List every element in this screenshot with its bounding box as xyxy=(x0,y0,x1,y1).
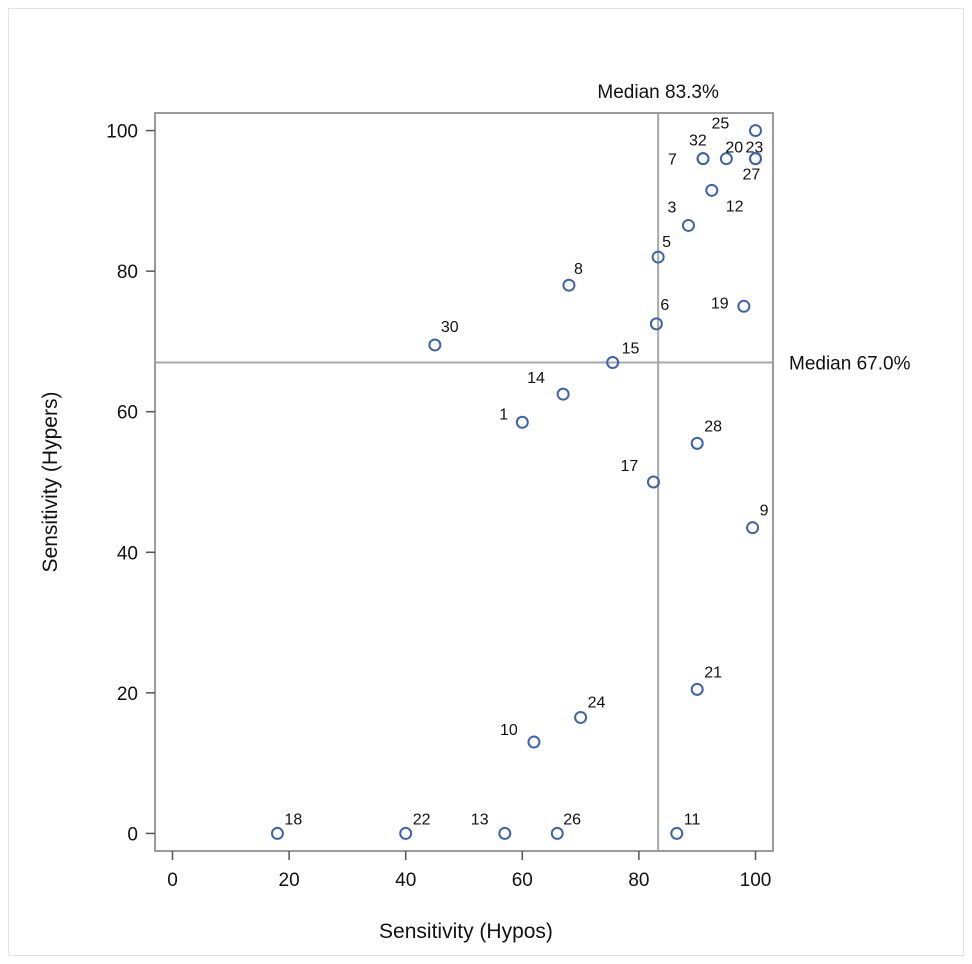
point-label-25: 25 xyxy=(712,116,730,133)
point-label-13: 13 xyxy=(471,811,489,828)
data-point-5 xyxy=(651,250,665,264)
point-label-7: 7 xyxy=(668,152,677,169)
data-point-8 xyxy=(562,278,576,292)
data-point-19 xyxy=(737,299,751,313)
data-point-1 xyxy=(515,415,529,429)
point-label-8: 8 xyxy=(574,261,583,278)
point-label-32: 32 xyxy=(689,133,707,150)
data-point-28 xyxy=(690,436,704,450)
y-median-label: Median 67.0% xyxy=(789,354,911,375)
point-label-6: 6 xyxy=(660,297,669,314)
data-point-6 xyxy=(649,317,663,331)
data-point-26 xyxy=(550,826,564,840)
data-point-18 xyxy=(270,826,284,840)
data-point-15 xyxy=(606,356,620,370)
data-point-13 xyxy=(498,826,512,840)
point-label-14: 14 xyxy=(527,370,545,387)
x-tick-label-2: 40 xyxy=(395,870,416,891)
y-tick-label-0: 0 xyxy=(127,824,138,845)
point-label-3: 3 xyxy=(667,199,676,216)
y-tick-label-3: 60 xyxy=(117,403,138,424)
point-label-28: 28 xyxy=(704,418,722,435)
data-point-9 xyxy=(746,521,760,535)
data-points xyxy=(270,124,763,840)
data-point-25 xyxy=(749,124,763,138)
point-label-1: 1 xyxy=(499,406,508,423)
y-axis-label: Sensitivity (Hypers) xyxy=(39,392,62,573)
y-tick-label-5: 100 xyxy=(106,122,138,143)
data-point-27 xyxy=(749,152,763,166)
x-tick-label-5: 100 xyxy=(740,870,772,891)
point-label-20: 20 xyxy=(725,140,743,157)
y-tick-label-4: 80 xyxy=(117,262,138,283)
point-label-24: 24 xyxy=(588,694,606,711)
data-point-17 xyxy=(646,475,660,489)
point-label-10: 10 xyxy=(500,722,518,739)
x-tick-label-1: 20 xyxy=(279,870,300,891)
point-label-9: 9 xyxy=(760,503,769,520)
data-point-3 xyxy=(681,218,695,232)
point-label-30: 30 xyxy=(441,319,459,336)
plot-area xyxy=(154,112,774,852)
data-point-30 xyxy=(428,338,442,352)
data-point-10 xyxy=(527,735,541,749)
data-point-7 xyxy=(696,152,710,166)
data-point-24 xyxy=(574,710,588,724)
x-tick-label-4: 80 xyxy=(628,870,649,891)
chart-frame xyxy=(8,8,964,956)
point-label-17: 17 xyxy=(620,458,638,475)
data-point-20 xyxy=(719,152,733,166)
point-label-18: 18 xyxy=(284,811,302,828)
point-labels: 25 32 7 20 23 27 12 3 5 8 19 6 30 15 14 1 28 17 9 21 24 10 18 2… xyxy=(284,116,768,829)
data-point-14 xyxy=(556,387,570,401)
point-label-26: 26 xyxy=(563,811,581,828)
data-point-22 xyxy=(399,826,413,840)
x-axis-label: Sensitivity (Hypos) xyxy=(379,920,553,943)
y-axis: 0 20 40 60 80 100 xyxy=(106,122,155,845)
point-label-27: 27 xyxy=(743,167,761,184)
point-label-5: 5 xyxy=(662,234,671,251)
x-median-label: Median 83.3% xyxy=(597,82,719,103)
reference-lines: Median 83.3% Median 67.0% xyxy=(155,82,911,851)
point-label-12: 12 xyxy=(726,198,744,215)
point-label-15: 15 xyxy=(622,341,640,358)
point-label-11: 11 xyxy=(684,811,701,828)
point-label-19: 19 xyxy=(711,295,729,312)
x-tick-label-3: 60 xyxy=(512,870,533,891)
data-point-11 xyxy=(670,826,684,840)
y-tick-label-1: 20 xyxy=(117,684,138,705)
data-point-12 xyxy=(705,183,719,197)
point-label-23: 23 xyxy=(746,140,764,157)
x-axis: 0 20 40 60 80 100 xyxy=(167,851,771,891)
point-label-21: 21 xyxy=(704,664,722,681)
y-tick-label-2: 40 xyxy=(117,543,138,564)
data-point-21 xyxy=(690,682,704,696)
point-label-22: 22 xyxy=(413,811,431,828)
x-tick-label-0: 0 xyxy=(167,870,178,891)
